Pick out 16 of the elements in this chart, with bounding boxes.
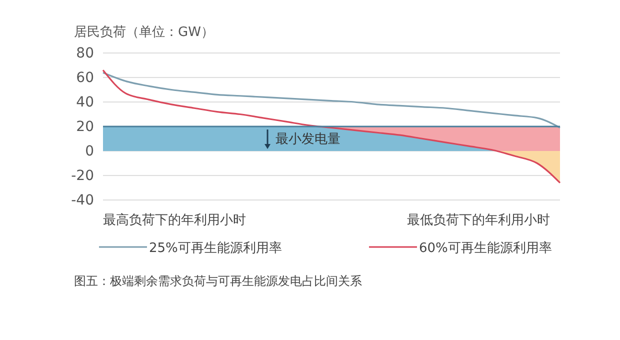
y-tick-label: 20 [76, 118, 94, 135]
band-label: 最小发电量 [276, 132, 341, 147]
y-tick-label: -40 [71, 192, 94, 208]
text: 最低负荷下的年利用小时 [407, 213, 550, 228]
text: 图五：极端剩余需求负荷与可再生能源发电占比间关系 [74, 274, 362, 288]
text: 最高负荷下的年利用小时 [103, 212, 246, 228]
y-tick-label: -20 [71, 168, 94, 184]
y-tick-label: 0 [85, 143, 94, 160]
line-series [102, 72, 561, 129]
legend-label: 60%可再生能源利用率 [419, 240, 552, 256]
legend-label: 25%可再生能源利用率 [149, 240, 282, 256]
y-tick-label: 60 [76, 70, 94, 86]
y-axis-title: 居民负荷（单位：GW） [74, 25, 214, 40]
y-tick-label: 40 [76, 94, 94, 110]
line-series [102, 69, 561, 184]
y-tick-label: 80 [76, 45, 94, 62]
